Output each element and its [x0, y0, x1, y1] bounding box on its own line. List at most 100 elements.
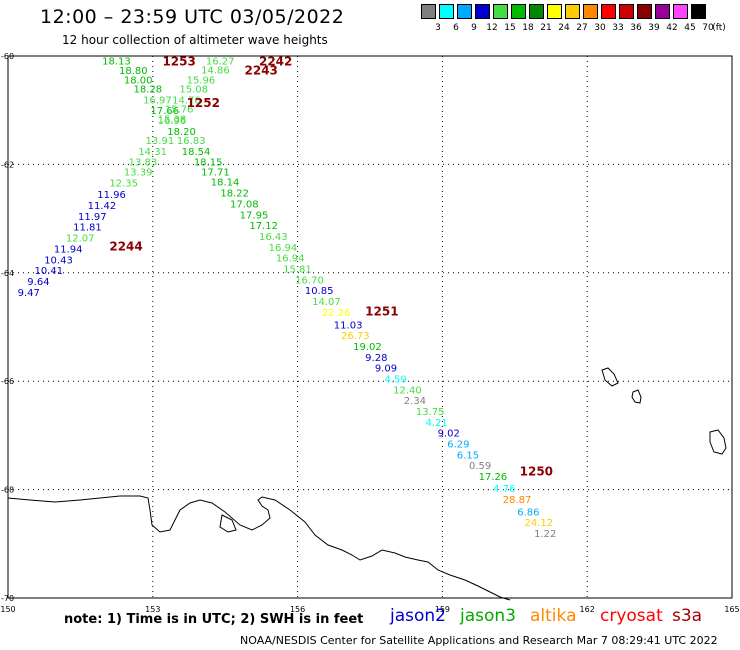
wave-height-value: 16.83	[177, 136, 206, 147]
legend-swatch-45	[673, 4, 688, 19]
wave-height-value: 9.02	[438, 429, 460, 440]
satellite-name-cryosat: cryosat	[600, 606, 663, 626]
legend-label-45: 45	[684, 23, 696, 33]
legend-swatch-15	[493, 4, 508, 19]
wave-height-value: 13.83	[129, 158, 158, 169]
lat-tick-label: -64	[1, 269, 14, 278]
map-frame	[7, 55, 733, 599]
lon-tick-label: 153	[145, 605, 160, 614]
wave-height-value: 9.64	[27, 277, 49, 288]
wave-height-value: 18.28	[133, 85, 162, 96]
legend-label-15: 15	[504, 23, 516, 33]
legend-label-24: 24	[558, 23, 570, 33]
wave-height-value: 9.28	[365, 353, 387, 364]
pass-time-label: 2244	[109, 240, 142, 254]
wave-height-value: 10.41	[35, 266, 64, 277]
wave-height-value: 16.43	[259, 232, 288, 243]
wave-height-value: 11.97	[78, 212, 107, 223]
wave-height-value: 16.94	[269, 243, 298, 254]
pass-time-label: 2243	[245, 64, 278, 78]
wave-height-value: 17.08	[230, 199, 259, 210]
wave-height-value: 14.31	[138, 147, 167, 158]
wave-height-value: 4.59	[384, 374, 406, 385]
wave-height-value: 18.14	[211, 178, 240, 189]
legend-swatch-9	[457, 4, 472, 19]
legend-label-42: 42	[666, 23, 678, 33]
wave-height-value: 15.76	[165, 105, 194, 116]
lon-tick-label: 159	[435, 605, 450, 614]
wave-height-value: 17.71	[201, 167, 230, 178]
wave-height-value: 4.76	[493, 484, 515, 495]
wave-height-value: 12.07	[66, 234, 95, 245]
wave-height-value: 28.87	[503, 495, 532, 506]
wave-height-value: 16.97	[143, 95, 172, 106]
legend-label-70: 70	[702, 23, 714, 33]
lon-tick-label: 150	[0, 605, 15, 614]
legend-swatch-39	[637, 4, 652, 19]
wave-height-value: 18.80	[119, 66, 148, 77]
wave-height-value: 4.21	[426, 418, 448, 429]
legend-swatch-12	[475, 4, 490, 19]
wave-height-value: 6.15	[457, 450, 479, 461]
coastline-inlet	[219, 514, 237, 533]
pass-time-label: 2242	[259, 54, 292, 68]
wave-height-value: 18.15	[194, 158, 223, 169]
wave-height-value: 15.38	[158, 114, 187, 125]
legend-swatch-30	[583, 4, 598, 19]
lat-tick-label: -60	[1, 52, 14, 61]
pass-time-label: 1253	[162, 54, 195, 68]
satellite-name-s3a: s3a	[672, 606, 703, 626]
wave-height-value: 11.03	[334, 320, 363, 331]
lon-tick-label: 156	[290, 605, 305, 614]
wave-height-value: 18.00	[124, 75, 153, 86]
wave-height-value: 6.86	[517, 507, 539, 518]
map-title: 12:00 – 23:59 UTC 03/05/2022	[40, 6, 345, 28]
legend-swatch-6	[439, 4, 454, 19]
credit-line: NOAA/NESDIS Center for Satellite Applica…	[240, 634, 718, 647]
wave-height-value: 14.07	[312, 297, 341, 308]
satellite-name-jason2: jason2	[390, 606, 446, 626]
lon-tick-label: 162	[580, 605, 595, 614]
legend-label-27: 27	[576, 23, 588, 33]
wave-height-value: 17.26	[479, 472, 508, 483]
wave-height-value: 16.27	[206, 56, 235, 67]
wave-height-value: 12.40	[393, 385, 422, 396]
wave-height-value: 16.96	[158, 116, 187, 127]
wave-height-value: 9.09	[375, 364, 397, 375]
wave-height-value: 24.12	[524, 518, 553, 529]
wave-height-value: 22.26	[322, 308, 351, 319]
lon-tick-label: 165	[724, 605, 739, 614]
wave-height-value: 13.75	[416, 407, 445, 418]
legend-swatch-24	[547, 4, 562, 19]
pass-time-label: 1250	[520, 465, 553, 479]
island-3	[709, 429, 727, 455]
legend-label-21: 21	[540, 23, 552, 33]
legend-label-33: 33	[612, 23, 624, 33]
wave-height-value: 14.86	[201, 66, 230, 77]
wave-height-value: 14.76	[172, 95, 201, 106]
lat-tick-label: -70	[1, 594, 14, 603]
legend-swatch-42	[655, 4, 670, 19]
legend-label-3: 3	[435, 23, 441, 33]
wave-height-value: 6.29	[447, 440, 469, 451]
legend-swatch-3	[421, 4, 436, 19]
satellite-name-jason3: jason3	[460, 606, 516, 626]
map-subtitle: 12 hour collection of altimeter wave hei…	[62, 33, 328, 47]
wave-height-value: 18.22	[220, 189, 249, 200]
legend-swatch-18	[511, 4, 526, 19]
island-2	[631, 389, 642, 404]
wave-height-value: 12.35	[109, 178, 138, 189]
legend-swatch-33	[601, 4, 616, 19]
wave-height-value: 16.70	[295, 275, 324, 286]
wave-height-value: 13.91	[146, 136, 175, 147]
wave-height-value: 17.12	[249, 221, 278, 232]
wave-height-value: 11.96	[97, 190, 126, 201]
wave-height-value: 11.81	[73, 223, 102, 234]
legend-swatch-70	[691, 4, 706, 19]
wave-height-value: 0.59	[469, 461, 491, 472]
wave-height-value: 16.94	[276, 254, 305, 265]
wave-height-value: 11.94	[54, 244, 83, 255]
legend-unit-label: (ft)	[712, 23, 726, 33]
lat-tick-label: -62	[1, 160, 14, 169]
